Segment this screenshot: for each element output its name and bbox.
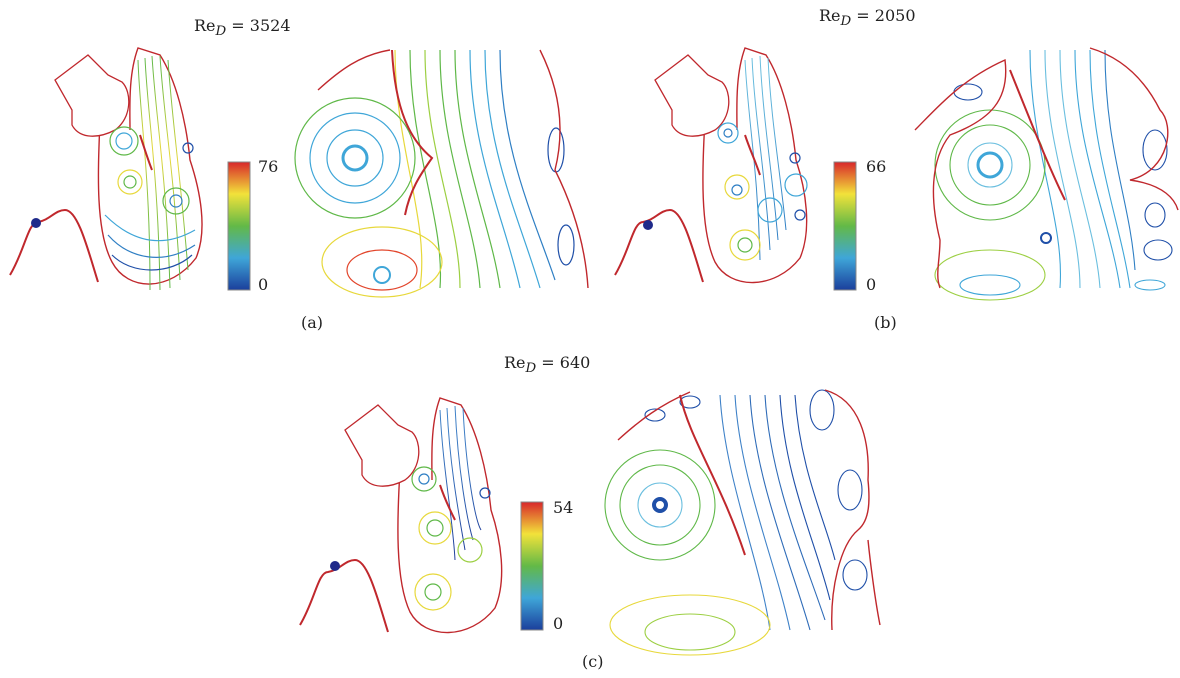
panel-a-zoom (294, 49, 589, 298)
re-prefix: Re (819, 6, 841, 25)
re-subscript: D (215, 24, 227, 40)
re-value: = 2050 (856, 6, 916, 25)
re-subscript: D (840, 14, 852, 30)
caption-a: (a) (301, 313, 324, 332)
re-subscript: D (525, 361, 537, 377)
colorbar-c (520, 501, 544, 631)
re-prefix: Re (504, 353, 526, 372)
panel-c-overview (299, 397, 503, 634)
colorbar-a (227, 161, 251, 291)
caption-c: (c) (582, 652, 604, 671)
caption-b: (b) (874, 313, 897, 332)
re-value: = 640 (541, 353, 591, 372)
panel-a-overview (9, 47, 203, 291)
panel-c-zoom (604, 389, 881, 656)
re-value: = 3524 (231, 16, 291, 35)
panel-b-overview (614, 47, 808, 284)
re-title-b: ReD = 2050 (819, 6, 916, 29)
re-title-a: ReD = 3524 (194, 16, 291, 39)
colorbar-min-c: 0 (553, 614, 564, 633)
re-prefix: Re (194, 16, 216, 35)
re-title-c: ReD = 640 (504, 353, 590, 376)
colorbar-min-b: 0 (866, 275, 877, 294)
panel-b-zoom (914, 47, 1179, 301)
colorbar-max-a: 76 (258, 157, 279, 176)
colorbar-min-a: 0 (258, 275, 269, 294)
colorbar-b (833, 161, 857, 291)
colorbar-max-c: 54 (553, 498, 574, 517)
colorbar-max-b: 66 (866, 157, 887, 176)
